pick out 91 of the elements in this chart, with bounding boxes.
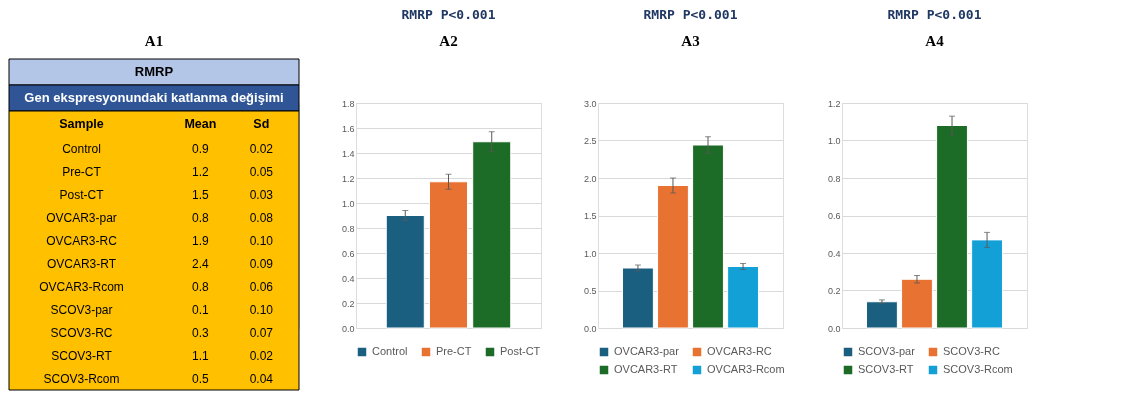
- y-tick-label: 0.0: [583, 323, 597, 334]
- data-label: 0.08: [249, 210, 274, 225]
- y-tick-label: 1.6: [341, 123, 355, 134]
- data-label: 0.5: [192, 371, 210, 386]
- data-label: 1.2: [192, 164, 210, 179]
- data-label: 0.10: [249, 233, 274, 248]
- data-label: 0.9: [192, 141, 210, 156]
- data-label: 0.07: [249, 325, 274, 340]
- data-label: 0.06: [249, 279, 274, 294]
- data-label: 2.4: [192, 256, 210, 271]
- y-tick-label: 1.2: [827, 98, 841, 109]
- series-label: Mean: [184, 117, 217, 131]
- legend-label: OVCAR3-Rcom: [707, 363, 785, 375]
- data-label: 0.10: [249, 302, 274, 317]
- category-label: SCOV3-par: [50, 302, 113, 317]
- data-label: 0.05: [249, 164, 274, 179]
- bar: [472, 141, 512, 329]
- text: A2: [439, 33, 458, 49]
- y-tick-label: 0.2: [341, 298, 355, 309]
- bar: [692, 144, 724, 329]
- category-label: OVCAR3-RC: [46, 233, 118, 248]
- data-label: 0.02: [249, 141, 274, 156]
- legend-label: Post-CT: [500, 345, 541, 357]
- text: A4: [925, 33, 945, 49]
- data-label: 0.1: [192, 302, 210, 317]
- category-label: OVCAR3-par: [46, 210, 117, 225]
- legend-label: SCOV3-par: [858, 345, 916, 357]
- category-label: OVCAR3-Rcom: [39, 279, 124, 294]
- y-tick-label: 1.8: [341, 98, 355, 109]
- y-tick-label: 0.5: [583, 286, 597, 296]
- y-tick-label: 0.4: [341, 273, 355, 284]
- text: A1: [144, 33, 164, 49]
- y-tick-label: 1.2: [341, 173, 355, 184]
- legend-label: Control: [372, 345, 408, 357]
- text: RMRP: [134, 64, 174, 79]
- bar: [657, 185, 689, 329]
- y-tick-label: 2.5: [583, 136, 597, 146]
- category-label: Control: [62, 141, 101, 156]
- category-label: OVCAR3-RT: [46, 256, 117, 271]
- data-label: 0.03: [249, 187, 274, 202]
- legend-label: Pre-CT: [436, 345, 472, 357]
- legend-label: SCOV3-Rcom: [943, 363, 1013, 375]
- y-tick-label: 2.0: [583, 173, 597, 184]
- y-tick-label: 3.0: [583, 98, 597, 109]
- legend-label: OVCAR3-RC: [707, 345, 772, 357]
- y-tick-label: 0.6: [341, 248, 355, 259]
- y-tick-label: 0.0: [827, 323, 841, 334]
- category-label: SCOV3-Rcom: [43, 371, 120, 386]
- data-label: 0.3: [192, 325, 210, 340]
- y-tick-label: 1.0: [827, 136, 841, 146]
- chart-title: RMRP P<0.001: [887, 7, 982, 22]
- bar: [901, 278, 933, 329]
- category-label: SCOV3-RC: [50, 325, 113, 340]
- legend-label: OVCAR3-RT: [614, 363, 678, 375]
- text: Sample: [59, 117, 104, 131]
- bar: [866, 301, 898, 329]
- y-tick-label: 1.4: [341, 148, 355, 159]
- y-tick-label: 1.5: [583, 211, 597, 221]
- data-label: 0.8: [192, 279, 210, 294]
- category-label: SCOV3-RT: [51, 348, 113, 363]
- series-label: OVCAR3-par: [614, 345, 680, 357]
- y-tick-label: 1.0: [341, 198, 355, 209]
- bar: [385, 215, 425, 329]
- text: Gen ekspresyonundaki katlanma değişimi: [24, 90, 284, 105]
- y-tick-label: 0.2: [827, 286, 841, 296]
- y-tick-label: 0.6: [827, 211, 841, 221]
- chart-title: RMRP P<0.001: [401, 7, 496, 22]
- bar: [936, 125, 968, 329]
- data-label: 0.02: [249, 348, 274, 363]
- category-label: Pre-CT: [62, 164, 102, 179]
- bar: [428, 181, 469, 329]
- text: Sd: [253, 117, 270, 131]
- legend-label: SCOV3-RT: [858, 363, 914, 375]
- legend-label: SCOV3-RC: [943, 345, 1000, 357]
- data-label: 0.09: [249, 256, 274, 271]
- data-label: 0.8: [192, 210, 210, 225]
- y-tick-label: 0.4: [827, 248, 841, 259]
- chart-title: RMRP P<0.001: [643, 7, 738, 22]
- y-tick-label: 0.8: [341, 223, 355, 234]
- bar: [971, 239, 1003, 329]
- data-label: 0.04: [249, 371, 274, 386]
- y-tick-label: 0.0: [341, 323, 355, 334]
- y-tick-label: 1.0: [583, 248, 597, 259]
- data-label: 1.1: [192, 348, 210, 363]
- text: A3: [681, 33, 700, 49]
- data-label: 1.9: [192, 233, 210, 248]
- y-tick-label: 0.8: [827, 173, 841, 184]
- bar: [727, 266, 759, 329]
- data-label: 1.5: [192, 187, 210, 202]
- bar: [622, 267, 654, 329]
- category-label: Post-CT: [59, 187, 105, 202]
